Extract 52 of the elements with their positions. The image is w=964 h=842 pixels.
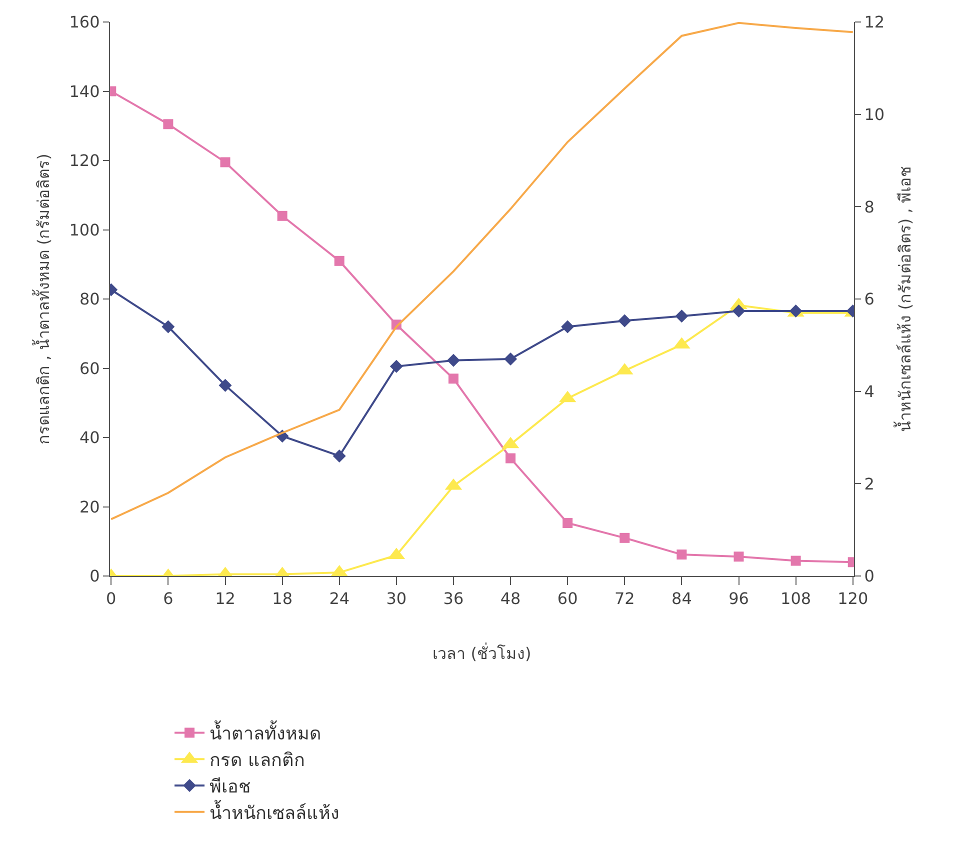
point — [162, 320, 175, 334]
y-tick-label: 0 — [90, 566, 100, 586]
y-tick-label: 40 — [79, 428, 100, 448]
legend-label: พีเอช — [210, 776, 251, 798]
y2-tick-label: 12 — [864, 12, 885, 32]
point — [390, 360, 403, 373]
x-tick-label: 60 — [557, 589, 578, 608]
y-tick-label: 100 — [69, 220, 100, 240]
x-tick-label: 96 — [728, 589, 749, 608]
x-tick-label: 108 — [780, 589, 812, 608]
y2-tick-label: 8 — [864, 197, 874, 216]
point — [675, 310, 688, 323]
x-tick-label: 0 — [106, 589, 116, 608]
x-axis-title: เวลา (ชั่วโมง) — [432, 642, 532, 663]
x-tick-label: 48 — [500, 589, 521, 608]
y-tick-label: 160 — [69, 12, 100, 32]
line-series — [110, 22, 854, 520]
x-tick-label: 6 — [163, 589, 174, 608]
x-tick-label: 36 — [443, 589, 464, 608]
legend-label: น้ำหนักเซลล์แห้ง — [210, 800, 340, 824]
x-tick-label: 30 — [386, 589, 407, 608]
y2-tick-label: 10 — [864, 104, 885, 124]
x-tick-label: 72 — [614, 589, 635, 608]
y-tick-label: 80 — [79, 290, 100, 309]
y-tick-label: 60 — [79, 358, 100, 378]
point — [220, 157, 230, 168]
point — [561, 320, 574, 334]
point — [504, 352, 518, 366]
y2-tick-label: 4 — [864, 382, 874, 401]
x-tick-label: 18 — [272, 589, 292, 608]
point — [618, 314, 632, 328]
legend-label: น้ำตาลทั้งหมด — [210, 720, 322, 745]
point — [163, 119, 174, 130]
y2-tick-label: 6 — [864, 290, 874, 309]
y-tick-label: 140 — [69, 82, 100, 101]
y-axis-title: กรดแลกติก , น้ำตาลทั้งหมด (กรัมต่อลิตร) — [32, 154, 54, 444]
point — [218, 378, 232, 392]
point — [277, 210, 288, 221]
y-tick-label: 120 — [69, 151, 100, 170]
x-tick-label: 84 — [672, 589, 692, 608]
x-tick-label: 12 — [215, 589, 236, 608]
point — [334, 256, 344, 266]
y-tick-label: 20 — [79, 497, 100, 516]
point — [732, 304, 746, 318]
x-tick-label: 120 — [838, 589, 868, 608]
point — [446, 354, 460, 367]
y2-axis-title: น้ำหนักเซลล์แห้ง (กรัมต่อลิตร) , พีเอช — [893, 166, 914, 432]
y2-tick-label: 2 — [864, 474, 874, 494]
x-tick-label: 24 — [329, 589, 350, 608]
point — [332, 449, 346, 462]
legend-label: กรด แลกติก — [210, 750, 306, 772]
y2-tick-label: 0 — [864, 566, 874, 586]
